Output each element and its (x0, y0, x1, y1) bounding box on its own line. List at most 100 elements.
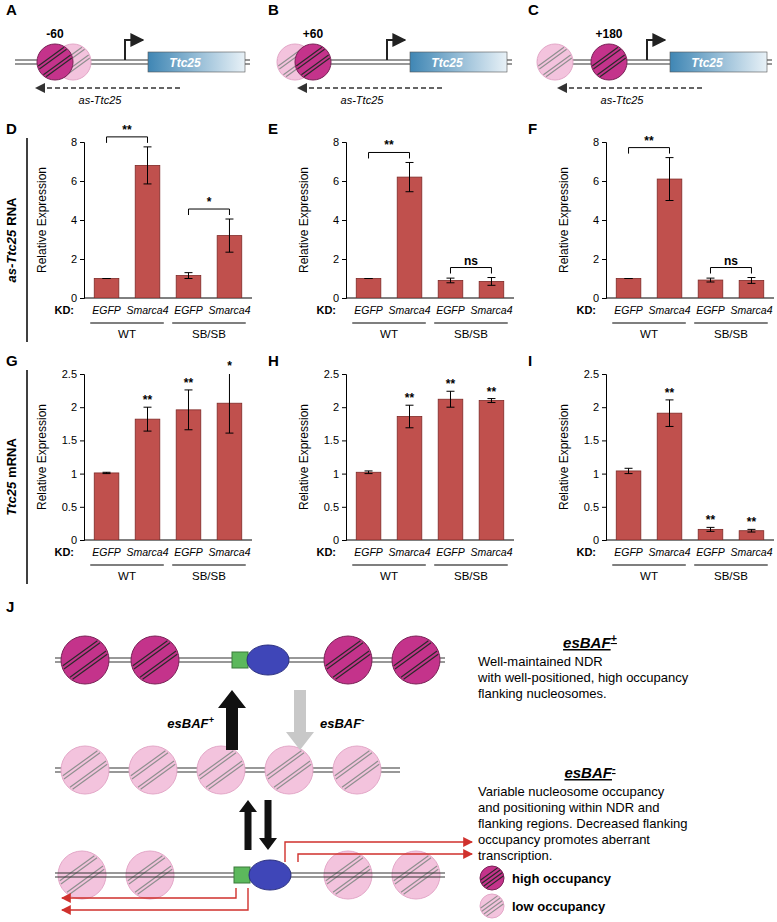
dna-wrap (39, 49, 66, 69)
plot-marks (616, 400, 764, 540)
y-tick: 0.5 (584, 501, 606, 513)
transition-arrow (259, 800, 277, 850)
category-label: Smarca4 (389, 304, 431, 316)
y-tick: 0 (333, 534, 346, 546)
schematic: A-60Ttc25as-Ttc25 (6, 1, 250, 106)
dna-wrap (200, 753, 236, 779)
bar (356, 472, 381, 540)
category-label: EGFP (436, 304, 465, 316)
error-cap (406, 427, 414, 428)
state-description: Well-maintained NDR (478, 654, 603, 669)
tick-mark (80, 540, 84, 541)
y-axis: 00.511.522.5 (584, 368, 607, 546)
tick-mark (602, 374, 606, 375)
error-cap (666, 426, 674, 427)
category-label: Smarca4 (470, 546, 512, 558)
y-axis-line (602, 143, 607, 299)
error-bar (487, 399, 495, 403)
tick-mark (80, 142, 84, 143)
panel-letter: C (528, 1, 539, 18)
tick-label: 0 (333, 292, 339, 304)
model-diagram: JesBAF+esBAF-esBAF+Well-maintained NDRwi… (6, 598, 689, 918)
aberrant-transcript (285, 842, 472, 862)
category-axis-title: KD: (316, 304, 336, 316)
tick-mark (342, 259, 346, 260)
group-label: SB/SB (714, 570, 748, 582)
aberrant-transcript (62, 888, 248, 910)
error-cap (487, 277, 495, 278)
group-line (172, 322, 246, 323)
dna-wrap (327, 858, 363, 884)
dna-wrap (333, 651, 369, 677)
nucleosome-body (126, 851, 174, 899)
error-cap (446, 278, 454, 279)
tick-label: 4 (593, 214, 599, 226)
pol-ii (249, 860, 291, 890)
tick-mark (80, 374, 84, 375)
bar (135, 165, 160, 298)
error-stem (409, 405, 410, 428)
error-stem (491, 399, 492, 403)
gene-label: Ttc25 (431, 56, 463, 70)
error-bar (446, 278, 454, 283)
row-label-molecule: RNA (4, 197, 19, 226)
error-stem (147, 147, 148, 184)
bar-chart: F02468KD:EGFPSmarca4EGFPSmarca4WTSB/SBRe… (528, 120, 774, 340)
dna-wrap (138, 761, 174, 787)
tick-mark (342, 407, 346, 408)
category-label: EGFP (436, 546, 465, 558)
category-label: Smarca4 (208, 304, 250, 316)
error-stem (710, 527, 711, 531)
error-cap (225, 219, 233, 220)
tick-mark (80, 220, 84, 221)
state-heading-sup: + (611, 632, 618, 644)
dna-wrap (209, 764, 244, 789)
nucleosome-low (480, 894, 504, 918)
category-label: EGFP (614, 546, 643, 558)
nucleosome-high (61, 636, 109, 684)
y-tick: 0 (593, 534, 606, 546)
plot-marks (356, 391, 504, 540)
significance-label: * (207, 195, 212, 209)
category-axis-title: KD: (54, 304, 74, 316)
y-axis: 02468 (593, 136, 607, 304)
schematic: B+60Ttc25as-Ttc25 (268, 1, 512, 106)
category-axis-title: KD: (576, 546, 596, 558)
nucleosome-body (129, 746, 177, 794)
category-label: Smarca4 (649, 546, 691, 558)
error-bar (365, 471, 373, 474)
tick-label: 2 (71, 253, 77, 265)
category-label: Smarca4 (389, 546, 431, 558)
dna-wrap (401, 651, 437, 677)
transition-label-sup: - (361, 715, 364, 725)
y-tick: 4 (333, 214, 346, 226)
tick-label: 1.5 (324, 434, 339, 446)
tick-mark (80, 407, 84, 408)
group-line (694, 322, 768, 323)
nucleosome-low (58, 851, 106, 899)
dna-wrap (206, 761, 242, 787)
dna-wrap (129, 858, 165, 884)
error-bar (144, 407, 152, 431)
significance-bracket (450, 268, 491, 274)
state-heading-base: esBAF (564, 764, 612, 781)
transition-arrow (239, 800, 257, 850)
tick-label: 6 (71, 175, 77, 187)
plot-marks (356, 162, 504, 298)
error-stem (147, 407, 148, 431)
bar (739, 531, 764, 540)
tick-mark (342, 374, 346, 375)
dna-wrap (73, 654, 108, 679)
error-cap (747, 532, 755, 533)
dna-wrap (487, 904, 504, 916)
significance-label: ** (644, 134, 654, 148)
error-stem (229, 374, 230, 433)
antisense-arrow (298, 87, 442, 89)
significance-bracket (107, 137, 148, 143)
nucleosome-body (58, 851, 106, 899)
panel-letter: A (6, 1, 17, 18)
error-stem (188, 273, 189, 279)
dna-wrap (394, 641, 429, 666)
error-cap (625, 278, 633, 279)
error-cap (184, 272, 192, 273)
